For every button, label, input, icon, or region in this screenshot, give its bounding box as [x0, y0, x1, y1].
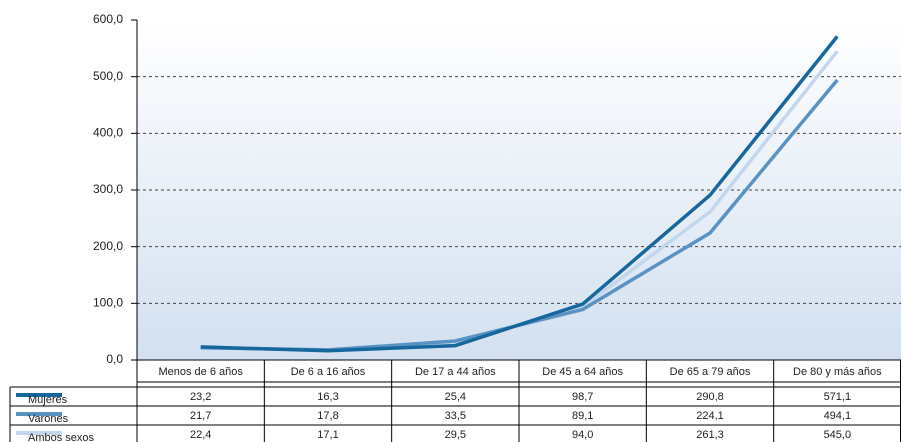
- x-tick-label: De 6 a 16 años: [291, 366, 366, 378]
- y-tick-label: 400,0: [93, 126, 123, 140]
- table-value: 290,8: [696, 391, 724, 403]
- x-tick-label: Menos de 6 años: [158, 366, 243, 378]
- y-tick-label: 200,0: [93, 239, 123, 253]
- table-value: 29,5: [445, 429, 466, 441]
- legend-label: Varones: [28, 413, 69, 425]
- x-tick-label: De 65 a 79 años: [670, 366, 751, 378]
- table-value: 23,2: [190, 391, 211, 403]
- table-value: 545,0: [824, 429, 852, 441]
- y-tick-label: 0,0: [106, 352, 123, 366]
- table-value: 33,5: [445, 410, 466, 422]
- legend-label: Ambos sexos: [28, 432, 95, 442]
- table-value: 224,1: [696, 410, 724, 422]
- x-tick-label: De 80 y más años: [793, 366, 882, 378]
- table-value: 16,3: [317, 391, 338, 403]
- table-value: 261,3: [696, 429, 724, 441]
- y-tick-label: 500,0: [93, 69, 123, 83]
- table-value: 21,7: [190, 410, 211, 422]
- x-tick-label: De 45 a 64 años: [542, 366, 623, 378]
- table-value: 17,8: [317, 410, 338, 422]
- table-value: 25,4: [445, 391, 466, 403]
- legend-label: Mujeres: [28, 394, 68, 406]
- table-value: 22,4: [190, 429, 211, 441]
- table-value: 571,1: [824, 391, 852, 403]
- table-value: 98,7: [572, 391, 593, 403]
- x-tick-label: De 17 a 44 años: [415, 366, 496, 378]
- table-value: 494,1: [824, 410, 852, 422]
- y-tick-label: 300,0: [93, 182, 123, 196]
- table-value: 89,1: [572, 410, 593, 422]
- series-line: [200, 35, 839, 353]
- table-value: 17,1: [317, 429, 338, 441]
- table-value: 94,0: [572, 429, 593, 441]
- y-tick-label: 100,0: [93, 296, 123, 310]
- y-tick-label: 600,0: [93, 12, 123, 26]
